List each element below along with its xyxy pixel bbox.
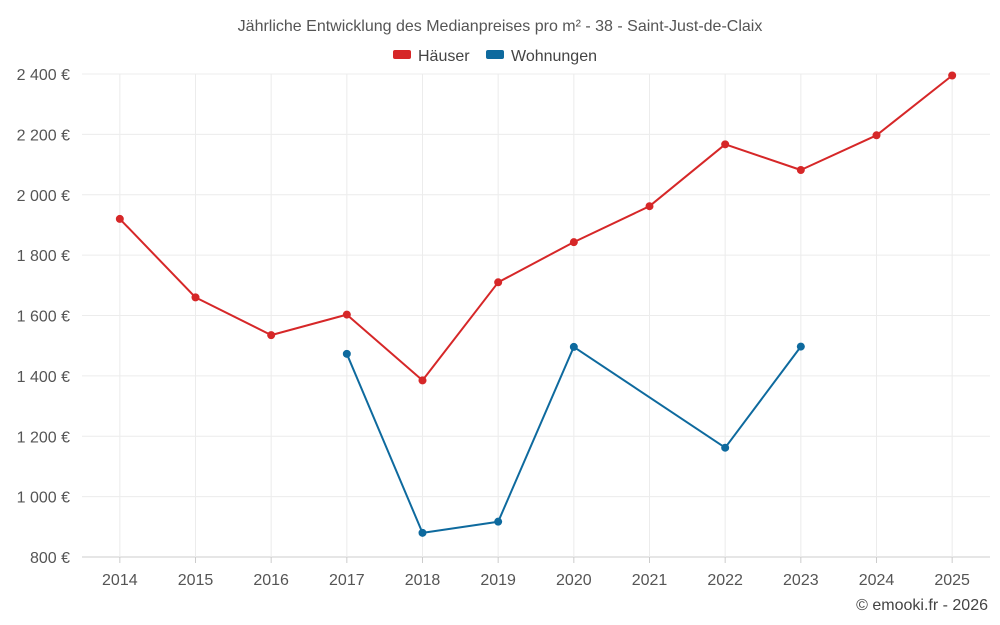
y-axis: 800 € 1 000 € 1 200 € 1 400 € 1 600 € 1 800 €… xyxy=(17,67,70,567)
y-tick-label: 1 000 € xyxy=(17,490,70,507)
chart-title: Jährliche Entwicklung des Medianpreises … xyxy=(238,18,763,35)
data-point xyxy=(569,342,578,351)
legend-swatch xyxy=(486,50,504,59)
data-point xyxy=(115,214,124,223)
data-point xyxy=(418,376,427,385)
data-point xyxy=(948,71,957,80)
series-line xyxy=(119,74,953,382)
series-layer xyxy=(115,71,957,537)
series-wohnungen xyxy=(342,342,805,537)
data-point xyxy=(569,238,578,247)
data-point xyxy=(721,443,730,452)
x-tick-label: 2020 xyxy=(556,572,592,589)
x-tick-label: 2023 xyxy=(783,572,819,589)
series-häuser xyxy=(115,71,957,385)
y-tick-label: 2 000 € xyxy=(17,188,70,205)
x-tick-label: 2024 xyxy=(859,572,895,589)
data-point xyxy=(267,331,276,340)
x-tick-label: 2014 xyxy=(102,572,138,589)
x-tick-label: 2016 xyxy=(253,572,289,589)
legend-swatch xyxy=(393,50,411,59)
data-point xyxy=(418,528,427,537)
y-tick-label: 2 400 € xyxy=(17,67,70,84)
y-tick-label: 800 € xyxy=(30,550,70,567)
y-tick-label: 1 600 € xyxy=(17,309,70,326)
x-tick-label: 2019 xyxy=(480,572,516,589)
y-tick-label: 1 200 € xyxy=(17,429,70,446)
x-tick-label: 2021 xyxy=(632,572,668,589)
legend: Häuser Wohnungen xyxy=(393,48,597,65)
legend-label: Wohnungen xyxy=(511,48,597,65)
data-point xyxy=(721,140,730,149)
data-point xyxy=(645,202,654,211)
data-point xyxy=(342,349,351,358)
x-tick-label: 2015 xyxy=(178,572,214,589)
data-point xyxy=(872,131,881,140)
y-tick-label: 1 800 € xyxy=(17,248,70,265)
data-point xyxy=(342,310,351,319)
y-tick-label: 2 200 € xyxy=(17,127,70,144)
x-tick-label: 2017 xyxy=(329,572,365,589)
y-tick-label: 1 400 € xyxy=(17,369,70,386)
data-point xyxy=(796,165,805,174)
data-point xyxy=(796,342,805,351)
legend-label: Häuser xyxy=(418,48,470,65)
data-point xyxy=(494,278,503,287)
x-axis: 2014 2015 2016 2017 2018 2019 2020 2021 2022 2023… xyxy=(102,557,970,589)
series-line xyxy=(345,345,802,534)
x-tick-label: 2022 xyxy=(707,572,743,589)
x-tick-label: 2018 xyxy=(405,572,441,589)
data-point xyxy=(494,517,503,526)
credit-text: © emooki.fr - 2026 xyxy=(856,597,988,614)
data-point xyxy=(191,293,200,302)
x-tick-label: 2025 xyxy=(934,572,970,589)
